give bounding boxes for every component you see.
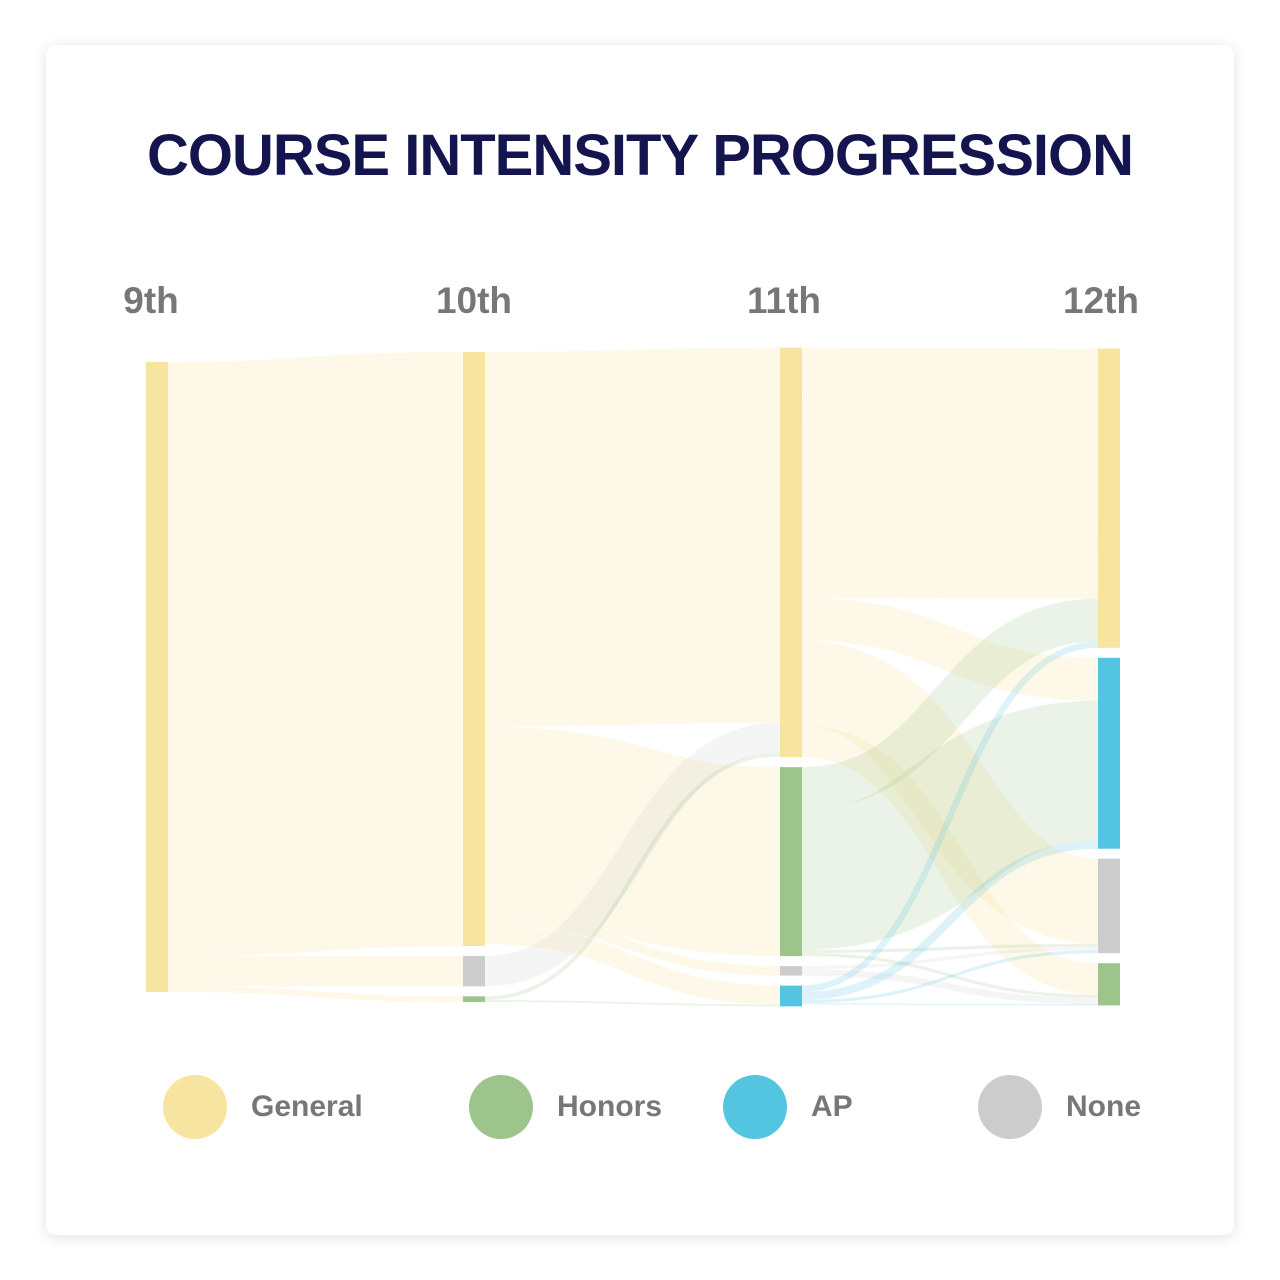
link-ap-to-ap [801, 840, 1099, 1001]
column-label: 11th [747, 280, 821, 321]
link-honors-to-general [801, 598, 1099, 810]
link-general-to-honors [801, 725, 1099, 995]
link-honors-to-ap [484, 1000, 781, 1007]
node-12th-ap [1098, 657, 1120, 849]
legend-label: AP [811, 1090, 853, 1123]
node-10th-none [463, 956, 485, 987]
link-honors-to-general [484, 752, 781, 1001]
link-ap-to-honors [801, 1003, 1099, 1006]
legend-item-honors: Honors [469, 1075, 662, 1139]
link-honors-to-honors [801, 952, 1099, 998]
link-none-to-general [484, 722, 781, 987]
link-general-to-general [801, 347, 1099, 599]
link-general-to-none [799, 640, 1101, 944]
legend-label: General [251, 1090, 363, 1123]
chart-title: COURSE INTENSITY PROGRESSION [146, 123, 1134, 188]
link-general-to-general [167, 352, 464, 957]
link-honors-to-ap [799, 700, 1101, 950]
legend-label: None [1066, 1090, 1141, 1123]
link-general-to-general [484, 347, 781, 727]
node-12th-none [1098, 858, 1120, 954]
node-10th-general [463, 352, 485, 947]
legend-label: Honors [557, 1090, 662, 1123]
column-label: 12th [1063, 280, 1139, 321]
node-12th-honors [1098, 963, 1120, 1006]
legend-item-none: None [978, 1075, 1141, 1139]
legend-item-general: General [163, 1075, 363, 1139]
link-general-to-ap [484, 925, 781, 1005]
node-11th-ap [780, 985, 802, 1007]
legend-item-ap: AP [723, 1075, 853, 1139]
chart-card [46, 45, 1234, 1235]
link-general-to-ap [801, 597, 1099, 701]
link-ap-to-general [801, 641, 1099, 992]
legend-swatch [978, 1075, 1042, 1139]
links [167, 347, 1101, 1007]
node-10th-honors [463, 996, 485, 1002]
node-11th-none [780, 966, 802, 976]
legend-swatch [163, 1075, 227, 1139]
column-label: 10th [436, 280, 512, 321]
link-general-to-none [484, 915, 781, 976]
link-none-to-honors [801, 969, 1099, 1005]
link-ap-to-none [801, 950, 1099, 1004]
node-12th-general [1098, 348, 1120, 648]
node-11th-honors [780, 767, 802, 957]
legend-swatch [469, 1075, 533, 1139]
node-9th-general [146, 362, 168, 992]
link-none-to-none [801, 946, 1099, 970]
link-general-to-honors [167, 986, 464, 1002]
link-honors-to-none [801, 943, 1099, 953]
legend-swatch [723, 1075, 787, 1139]
link-general-to-honors [484, 726, 781, 957]
column-label: 9th [123, 280, 179, 321]
node-11th-general [780, 347, 802, 758]
